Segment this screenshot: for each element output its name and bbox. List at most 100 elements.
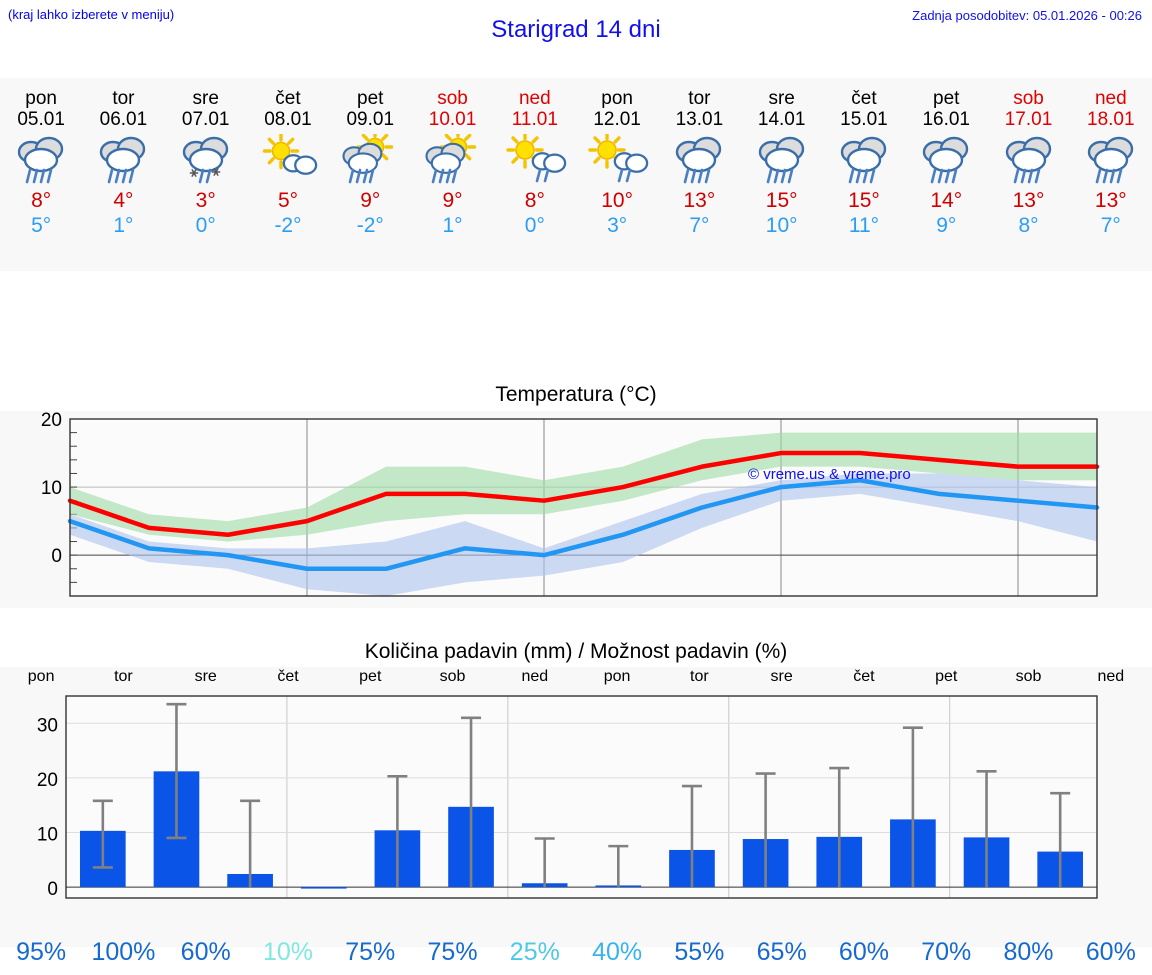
forecast-day[interactable]: sre 14.01 15° 10° xyxy=(741,78,823,271)
forecast-temp-max: 8° xyxy=(31,189,52,212)
forecast-temp-min: 9° xyxy=(936,214,957,237)
precipitation-probability: 75% xyxy=(427,938,478,966)
forecast-temp-max: 13° xyxy=(1094,189,1127,212)
forecast-temp-min: -2° xyxy=(356,214,384,237)
rain-icon xyxy=(1079,134,1143,186)
forecast-temp-min: 3° xyxy=(607,214,628,237)
precipitation-probability: 60% xyxy=(1085,938,1136,966)
forecast-temp-min: 8° xyxy=(1018,214,1039,237)
precipitation-day-label: pon xyxy=(27,668,55,685)
forecast-day-date: 11.01 xyxy=(511,109,558,130)
forecast-temp-max: 15° xyxy=(848,189,880,212)
precipitation-probability: 75% xyxy=(345,938,396,966)
forecast-temp-max: 9° xyxy=(360,189,381,212)
forecast-day-name: sre xyxy=(768,88,795,109)
precipitation-day-label: čet xyxy=(277,668,299,685)
forecast-temp-min: 7° xyxy=(689,214,710,237)
forecast-day[interactable]: pon 05.01 8° 5° xyxy=(0,78,82,271)
precipitation-probability: 95% xyxy=(16,938,67,966)
precipitation-day-label: sre xyxy=(194,668,217,685)
forecast-day-name: tor xyxy=(112,88,135,109)
precipitation-probability-row: 95% 100% 60% 10% 75% 75% 25% 40% 55% 65% 60% 70% 80%… xyxy=(0,938,1152,967)
precipitation-day-label: tor xyxy=(114,668,133,685)
precipitation-probability: 25% xyxy=(509,938,560,966)
forecast-day-date: 12.01 xyxy=(593,109,641,130)
forecast-temp-max: 9° xyxy=(442,189,463,212)
precipitation-probability: 60% xyxy=(180,938,231,966)
forecast-day[interactable]: čet 08.01 5° -2° xyxy=(247,78,329,271)
precipitation-probability: 55% xyxy=(674,938,725,966)
forecast-day-date: 05.01 xyxy=(17,109,65,130)
precipitation-day-label: pet xyxy=(935,668,958,685)
svg-text:0: 0 xyxy=(47,879,58,900)
forecast-day[interactable]: pon 12.01 10° 3° xyxy=(576,78,658,271)
precipitation-bar xyxy=(300,887,347,889)
sun-cloud-rain-icon xyxy=(338,128,402,186)
rain-icon xyxy=(997,134,1061,186)
forecast-day-date: 17.01 xyxy=(1004,109,1053,130)
precipitation-plot: 0 10 20 30 xyxy=(37,695,1098,900)
forecast-temp-min: 0° xyxy=(195,214,216,237)
forecast-temp-min: -2° xyxy=(274,214,302,237)
forecast-day-name: pon xyxy=(601,88,633,109)
forecast-day-date: 08.01 xyxy=(264,109,312,130)
forecast-day-date: 09.01 xyxy=(346,109,395,130)
forecast-day-date: 15.01 xyxy=(840,109,888,130)
precipitation-probability: 10% xyxy=(262,938,313,966)
precipitation-probability: 40% xyxy=(592,938,643,966)
forecast-day[interactable]: čet 15.01 15° 11° xyxy=(823,78,905,271)
forecast-day[interactable]: tor 13.01 13° 7° xyxy=(658,78,740,271)
forecast-temp-min: 1° xyxy=(113,214,134,237)
rain-icon xyxy=(9,134,73,186)
forecast-day-name: tor xyxy=(688,88,711,109)
forecast-day[interactable]: sob 17.01 13° 8° xyxy=(987,78,1069,271)
page-header: (kraj lahko izberete v meniju) Starigrad… xyxy=(0,0,1152,78)
forecast-day-name: sre xyxy=(192,88,219,109)
forecast-day[interactable]: ned 11.01 8° 0° xyxy=(494,78,576,271)
forecast-temp-max: 10° xyxy=(601,189,633,212)
forecast-temp-max: 15° xyxy=(765,189,798,212)
forecast-temp-min: 5° xyxy=(31,214,52,237)
forecast-day-name: pon xyxy=(25,88,57,109)
temperature-plot: 0 10 20 xyxy=(41,411,1100,597)
forecast-day[interactable]: sre 07.01 3° 0° xyxy=(165,78,247,271)
forecast-day[interactable]: ned 18.01 13° 7° xyxy=(1070,78,1152,271)
last-update-text: Zadnja posodobitev: 05.01.2026 - 00:26 xyxy=(912,8,1142,23)
precipitation-day-label: čet xyxy=(853,668,875,685)
forecast-day-date: 14.01 xyxy=(757,109,806,130)
precipitation-day-label: sob xyxy=(439,668,466,685)
rain-icon xyxy=(914,134,978,186)
svg-text:10: 10 xyxy=(37,824,58,845)
forecast-day-name: pet xyxy=(357,88,384,109)
precipitation-probability: 100% xyxy=(91,938,156,966)
forecast-strip: pon 05.01 8° 5° tor 06.01 4° 1° sre 07.01 3° 0° čet 0… xyxy=(0,78,1152,271)
forecast-day-name: sob xyxy=(437,88,468,109)
forecast-day[interactable]: pet 09.01 9° -2° xyxy=(329,78,411,271)
forecast-day-date: 16.01 xyxy=(922,109,970,130)
svg-text:10: 10 xyxy=(41,478,62,499)
forecast-day-date: 06.01 xyxy=(99,109,148,130)
precipitation-probability: 60% xyxy=(838,938,889,966)
watermark: © vreme.us & vreme.pro xyxy=(748,466,911,483)
forecast-day[interactable]: pet 16.01 14° 9° xyxy=(905,78,987,271)
forecast-day-name: ned xyxy=(1094,88,1127,109)
forecast-day[interactable]: tor 06.01 4° 1° xyxy=(82,78,164,271)
precipitation-probability: 70% xyxy=(921,938,972,966)
forecast-temp-max: 3° xyxy=(195,189,216,212)
svg-text:0: 0 xyxy=(51,546,62,567)
precipitation-probability: 65% xyxy=(756,938,807,966)
precipitation-day-labels: pon tor sre čet pet sob ned pon tor sre čet pet sob n… xyxy=(0,668,1152,686)
forecast-day-date: 07.01 xyxy=(181,109,230,130)
forecast-day-list: pon 05.01 8° 5° tor 06.01 4° 1° sre 07.01 3° 0° čet 0… xyxy=(0,78,1152,271)
forecast-day-date: 13.01 xyxy=(675,109,724,130)
forecast-day-name: sob xyxy=(1013,88,1044,109)
precipitation-day-label: ned xyxy=(521,668,549,685)
forecast-temp-max: 5° xyxy=(277,189,299,212)
forecast-temp-min: 1° xyxy=(442,214,463,237)
precipitation-day-label: pon xyxy=(603,668,631,685)
forecast-day[interactable]: sob 10.01 9° 1° xyxy=(411,78,493,271)
precipitation-day-label: ned xyxy=(1097,668,1125,685)
rain-icon xyxy=(91,134,155,186)
temperature-chart-title: Temperatura (°C) xyxy=(495,383,657,406)
precipitation-day-label: sre xyxy=(770,668,793,685)
